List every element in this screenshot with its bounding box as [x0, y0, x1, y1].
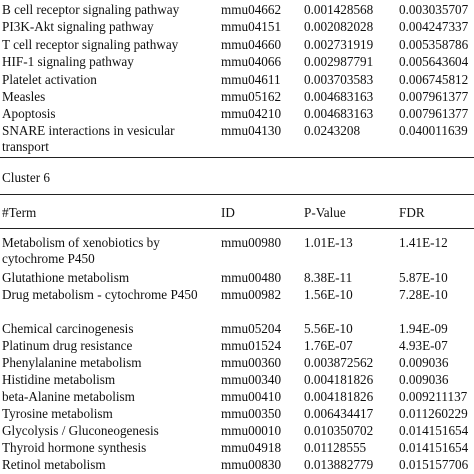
fdr-header: FDR: [399, 205, 425, 220]
fdr-cell: 0.009036: [399, 372, 449, 387]
pvalue-cell: 1.01E-13: [304, 235, 353, 250]
pvalue-cell: 0.003872562: [304, 355, 374, 370]
pvalue-cell: 1.76E-07: [304, 338, 353, 353]
pvalue-cell: 0.002987791: [304, 54, 374, 69]
pvalue-cell: 0.004181826: [304, 372, 374, 387]
term-cell: Measles: [2, 89, 46, 104]
term-cell: Chemical carcinogenesis: [2, 321, 134, 336]
term-cell: Platinum drug resistance: [2, 338, 133, 353]
pvalue-cell: 0.004683163: [304, 106, 374, 121]
pvalue-cell: 5.56E-10: [304, 321, 353, 336]
id-cell: mmu04662: [221, 2, 282, 17]
id-cell: mmu00982: [221, 287, 282, 302]
fdr-cell: 0.009036: [399, 355, 449, 370]
term-cell: Glutathione metabolism: [2, 270, 130, 285]
id-cell: mmu05204: [221, 321, 282, 336]
term-cell: Thyroid hormone synthesis: [2, 440, 147, 455]
id-cell: mmu04066: [221, 54, 282, 69]
term-cell: PI3K-Akt signaling pathway: [2, 19, 154, 34]
id-cell: mmu04918: [221, 440, 282, 455]
id-cell: mmu04210: [221, 106, 282, 121]
fdr-cell: 1.94E-09: [399, 321, 448, 336]
term-cell: Phenylalanine metabolism: [2, 355, 142, 370]
term-cell: HIF-1 signaling pathway: [2, 54, 134, 69]
term-cell: T cell receptor signaling pathway: [2, 37, 179, 52]
id-cell: mmu00360: [221, 355, 282, 370]
id-header: ID: [221, 205, 235, 220]
id-cell: mmu04660: [221, 37, 282, 52]
id-cell: mmu05162: [221, 89, 282, 104]
fdr-cell: 0.005358786: [399, 37, 469, 52]
fdr-cell: 0.004247337: [399, 19, 469, 34]
term-header: #Term: [2, 205, 37, 220]
id-cell: mmu00830: [221, 457, 282, 472]
fdr-cell: 0.040011639: [399, 123, 468, 138]
fdr-cell: 0.011260229: [399, 406, 468, 421]
term-cell: Metabolism of xenobiotics by cytochrome …: [2, 235, 160, 266]
pvalue-cell: 0.003703583: [304, 72, 374, 87]
table-rule: [0, 228, 474, 229]
pvalue-cell: 1.56E-10: [304, 287, 353, 302]
fdr-cell: 0.009211137: [399, 389, 468, 404]
fdr-cell: 5.87E-10: [399, 270, 448, 285]
fdr-cell: 0.003035707: [399, 2, 469, 17]
pvalue-cell: 0.01128555: [304, 440, 367, 455]
pvalue-cell: 0.013882779: [304, 457, 374, 472]
term-cell: Tyrosine metabolism: [2, 406, 113, 421]
pvalue-cell: 0.0243208: [304, 123, 361, 138]
term-cell: Apoptosis: [2, 106, 56, 121]
pvalue-cell: 0.010350702: [304, 423, 374, 438]
term-cell: Platelet activation: [2, 72, 97, 87]
table-rule: [0, 157, 474, 158]
id-cell: mmu01524: [221, 338, 282, 353]
pvalue-cell: 0.006434417: [304, 406, 374, 421]
term-cell: Histidine metabolism: [2, 372, 116, 387]
pvalue-header: P-Value: [304, 205, 346, 220]
table-rule: [0, 194, 474, 195]
id-cell: mmu04130: [221, 123, 282, 138]
term-cell: B cell receptor signaling pathway: [2, 2, 180, 17]
fdr-cell: 0.014151654: [399, 440, 469, 455]
pvalue-cell: 0.004181826: [304, 389, 374, 404]
fdr-cell: 0.014151654: [399, 423, 469, 438]
cluster-heading: Cluster 6: [2, 170, 50, 185]
id-cell: mmu00350: [221, 406, 282, 421]
fdr-cell: 0.005643604: [399, 54, 469, 69]
pvalue-cell: 0.002082028: [304, 19, 374, 34]
term-cell: beta-Alanine metabolism: [2, 389, 135, 404]
id-cell: mmu00480: [221, 270, 282, 285]
id-cell: mmu04151: [221, 19, 282, 34]
pvalue-cell: 0.002731919: [304, 37, 374, 52]
id-cell: mmu00010: [221, 423, 282, 438]
fdr-cell: 0.006745812: [399, 72, 469, 87]
fdr-cell: 4.93E-07: [399, 338, 448, 353]
id-cell: mmu04611: [221, 72, 281, 87]
id-cell: mmu00980: [221, 235, 282, 250]
term-cell: Retinol metabolism: [2, 457, 106, 472]
fdr-cell: 0.015157706: [399, 457, 469, 472]
pvalue-cell: 8.38E-11: [304, 270, 353, 285]
fdr-cell: 0.007961377: [399, 106, 469, 121]
term-cell: Drug metabolism - cytochrome P450: [2, 287, 198, 302]
term-cell: Glycolysis / Gluconeogenesis: [2, 423, 159, 438]
id-cell: mmu00410: [221, 389, 282, 404]
pvalue-cell: 0.001428568: [304, 2, 374, 17]
fdr-cell: 7.28E-10: [399, 287, 448, 302]
fdr-cell: 0.007961377: [399, 89, 469, 104]
term-cell: SNARE interactions in vesicular transpor…: [2, 123, 175, 154]
pvalue-cell: 0.004683163: [304, 89, 374, 104]
id-cell: mmu00340: [221, 372, 282, 387]
fdr-cell: 1.41E-12: [399, 235, 448, 250]
